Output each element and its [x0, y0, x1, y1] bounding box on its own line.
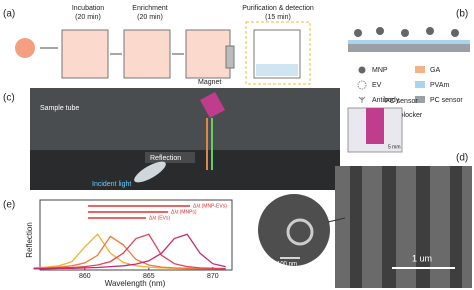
tem-inset — [258, 194, 330, 266]
x-tick-label: 860 — [79, 273, 91, 280]
cell — [15, 38, 35, 58]
panel-label: (c) — [3, 93, 15, 104]
mirror — [134, 161, 166, 183]
label-box — [145, 152, 195, 163]
sample-tube-label: Sample tube — [40, 105, 79, 112]
pc-sensor-layer — [348, 44, 470, 52]
legend-text: GA — [430, 67, 440, 74]
scale-label: 100 nm — [277, 262, 297, 268]
mnp-row — [354, 27, 459, 37]
chart: 860 865 870 Δλt (MNP-EVs)Δλt (MNPs)Δλt (EVs… — [33, 199, 233, 280]
step-title: Purification & detection — [242, 5, 314, 12]
step-time: (15 min) — [265, 14, 291, 21]
zoom-line — [327, 217, 346, 223]
sem-stripes — [350, 166, 462, 288]
legend-icon — [358, 66, 366, 74]
step-title: Enrichment — [132, 5, 167, 12]
x-tick-label: 870 — [207, 273, 219, 280]
ev — [286, 218, 314, 246]
step-time: (20 min) — [137, 14, 163, 21]
legend-icon — [415, 96, 425, 103]
annotation: Δλt (MNP-EVs) — [193, 203, 227, 209]
reflection-label: Reflection — [150, 155, 181, 162]
spectrum-line — [33, 235, 226, 270]
legend-text: PC sensor — [430, 97, 463, 104]
panel-label: (e) — [3, 200, 15, 211]
step-time: (20 min) — [75, 14, 101, 21]
scale-label: 1 um — [412, 253, 432, 263]
panel-label: (d) — [456, 153, 468, 164]
magnet-label: Magnet — [198, 79, 221, 86]
annotation: Δλt (MNPs) — [171, 209, 197, 215]
step-title: Incubation — [72, 5, 104, 12]
photo-shadow — [30, 150, 340, 190]
scale-label: 5 mm — [388, 144, 401, 150]
legend-text: Antibody — [372, 97, 400, 104]
highlight-box — [245, 21, 311, 85]
spectrum-line — [33, 233, 226, 270]
legend-text: MNP — [372, 67, 388, 74]
panel-label: (a) — [3, 9, 15, 20]
x-tick-label: 865 — [143, 273, 155, 280]
panel-label: (b) — [456, 9, 468, 20]
beakers — [61, 29, 301, 79]
legend-text: PVAm — [430, 82, 449, 89]
y-axis-label: Reflection — [25, 222, 34, 258]
tube — [200, 92, 225, 118]
legend-icon — [415, 66, 425, 73]
pc-sensor-label: PC sensor — [385, 98, 418, 105]
annotation: Δλt (EVs) — [149, 215, 170, 221]
x-axis-label: Wavelength (nm) — [105, 279, 166, 288]
legend-icon — [357, 80, 367, 90]
plot-frame — [39, 199, 233, 271]
legend-text: EV — [372, 82, 382, 89]
pvam-layer — [348, 40, 470, 44]
tube — [366, 108, 384, 144]
legend-icon — [415, 81, 425, 88]
legend-icon — [358, 96, 366, 103]
incident-light-label: Incident light — [92, 181, 131, 188]
